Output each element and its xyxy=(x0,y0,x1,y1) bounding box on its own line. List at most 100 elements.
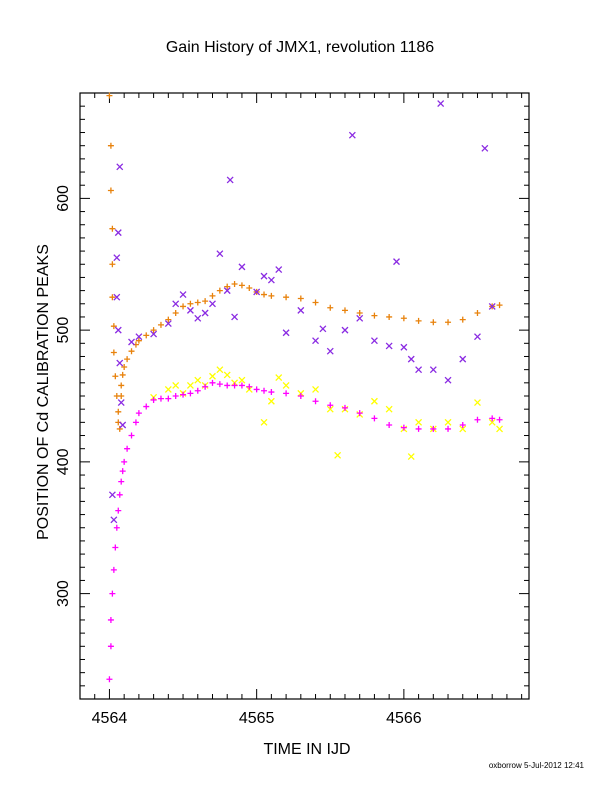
data-point xyxy=(128,338,135,346)
axis-ticks xyxy=(79,92,529,699)
data-point xyxy=(348,131,356,139)
data-point xyxy=(119,371,126,378)
data-point xyxy=(275,266,283,273)
data-point xyxy=(143,332,150,339)
data-point xyxy=(445,319,452,326)
data-point xyxy=(459,425,467,433)
data-point xyxy=(157,321,164,328)
data-point xyxy=(246,383,253,390)
data-point xyxy=(128,348,135,355)
y-axis-label: POSITION OF Cd CALIBRATION PEAKS xyxy=(35,244,52,540)
data-point xyxy=(201,309,209,317)
data-point xyxy=(209,292,216,299)
data-point xyxy=(143,403,150,410)
data-point xyxy=(326,347,334,355)
data-point xyxy=(116,163,124,171)
data-point xyxy=(216,250,224,258)
data-point xyxy=(119,468,126,475)
data-point xyxy=(268,292,275,299)
data-point xyxy=(110,566,117,573)
data-point xyxy=(165,395,172,402)
data-point xyxy=(282,382,290,389)
axis-tick-labels: 4564 4565 4566 300 400 500 600 xyxy=(55,185,422,727)
data-point xyxy=(312,337,320,345)
data-point xyxy=(216,366,224,374)
data-points xyxy=(106,92,504,683)
data-point xyxy=(260,272,268,280)
data-point xyxy=(283,390,290,397)
data-point xyxy=(186,382,194,389)
data-point xyxy=(400,343,408,351)
y-tick-label: 500 xyxy=(55,317,72,344)
data-point xyxy=(430,425,437,432)
data-point xyxy=(371,312,378,319)
series-1-points xyxy=(106,92,503,432)
data-point xyxy=(444,418,452,426)
data-point xyxy=(106,676,113,683)
data-point xyxy=(118,382,125,389)
data-point xyxy=(115,507,122,514)
data-point xyxy=(444,376,452,384)
data-point xyxy=(194,376,202,384)
data-point xyxy=(334,451,342,459)
data-point xyxy=(180,391,187,398)
data-point xyxy=(107,187,114,194)
data-point xyxy=(481,144,489,152)
data-point xyxy=(385,342,393,350)
data-point xyxy=(371,415,378,422)
data-point xyxy=(113,293,121,301)
data-point xyxy=(386,421,393,428)
data-point xyxy=(429,366,437,374)
data-point xyxy=(231,382,238,389)
data-point xyxy=(216,381,223,388)
data-point xyxy=(109,294,116,301)
data-point xyxy=(124,356,131,363)
data-point xyxy=(202,383,209,390)
data-point xyxy=(209,300,216,308)
data-point xyxy=(150,396,157,403)
data-point xyxy=(121,364,128,371)
data-point xyxy=(238,376,246,384)
data-point xyxy=(260,418,268,426)
data-point xyxy=(488,418,496,426)
data-point xyxy=(116,425,123,432)
data-point xyxy=(172,382,180,389)
data-point xyxy=(121,458,128,465)
data-point xyxy=(297,393,304,399)
data-point xyxy=(407,355,415,363)
data-point xyxy=(128,432,135,439)
data-point xyxy=(415,425,422,432)
data-point xyxy=(106,92,113,99)
data-point xyxy=(107,142,114,149)
x-axis-label: TIME IN IJD xyxy=(263,741,350,758)
data-point xyxy=(231,313,239,321)
data-point xyxy=(282,329,290,337)
data-point xyxy=(112,373,119,380)
data-point xyxy=(135,333,143,341)
plot-frame xyxy=(79,92,530,700)
y-tick-label: 600 xyxy=(55,185,72,212)
data-point xyxy=(238,382,245,389)
data-point xyxy=(326,405,334,413)
data-point xyxy=(312,385,320,393)
data-point xyxy=(231,281,238,288)
series-2-points xyxy=(108,100,496,524)
data-point xyxy=(180,303,187,310)
data-point xyxy=(150,327,157,334)
data-point xyxy=(356,410,363,417)
data-point xyxy=(253,288,261,296)
data-point xyxy=(115,408,122,415)
data-point xyxy=(496,302,503,309)
data-point xyxy=(370,337,378,345)
data-point xyxy=(119,421,127,429)
data-point xyxy=(224,283,231,290)
data-point xyxy=(223,371,231,379)
data-point xyxy=(370,397,378,405)
data-point xyxy=(216,287,223,294)
data-point xyxy=(107,643,114,650)
data-point xyxy=(474,333,481,341)
x-tick-label: 4566 xyxy=(386,710,422,727)
data-point xyxy=(386,313,393,320)
data-point xyxy=(459,421,466,428)
data-point xyxy=(202,298,209,305)
